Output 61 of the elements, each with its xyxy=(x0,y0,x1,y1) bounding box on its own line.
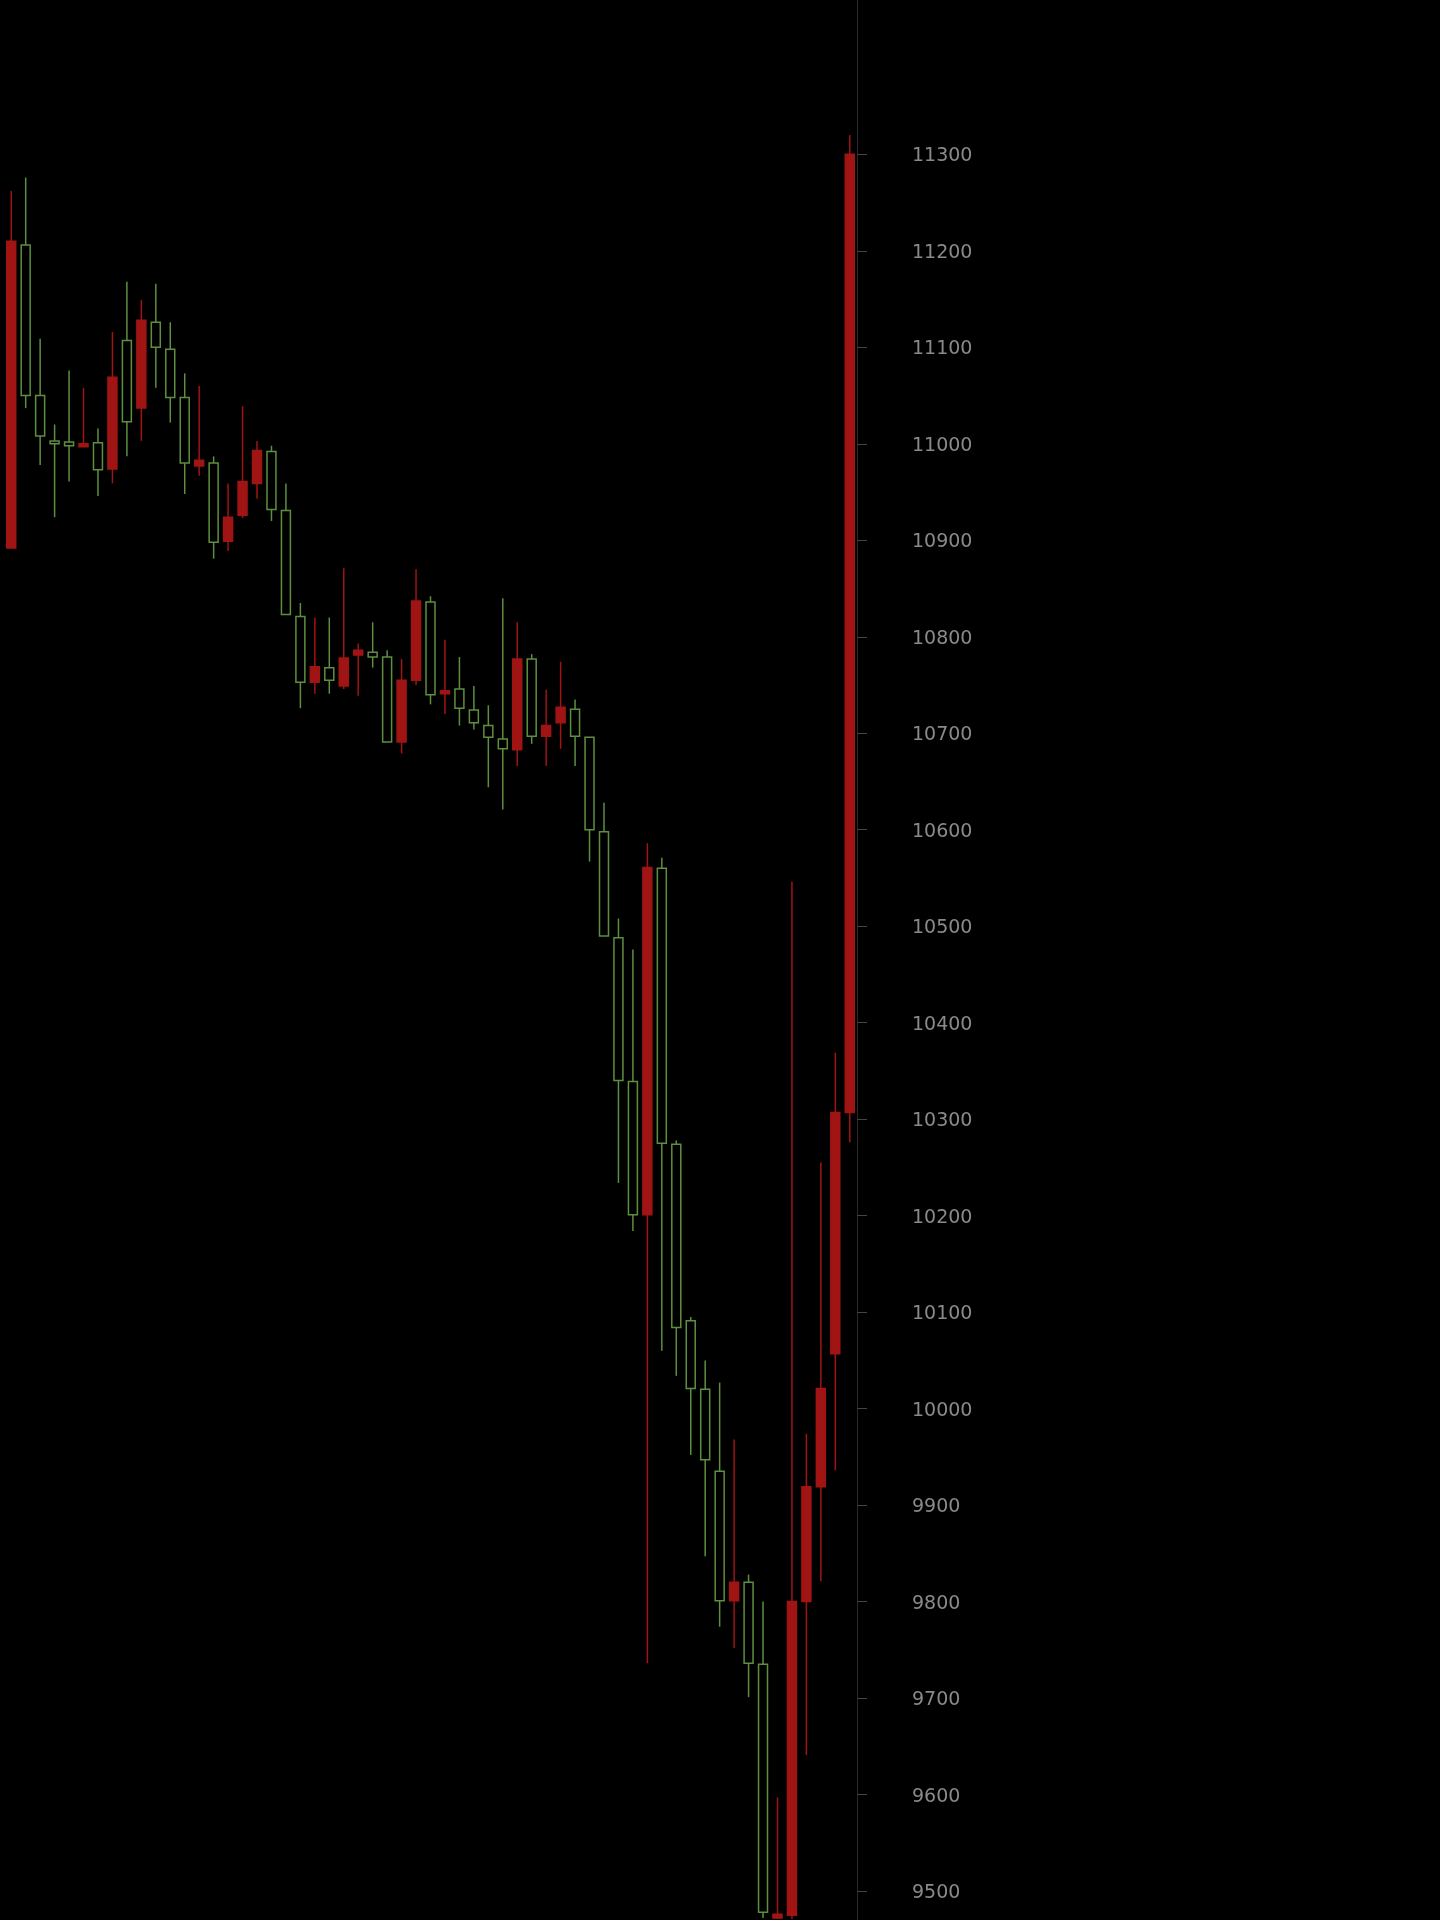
y-tick-label: 10000 xyxy=(912,1397,973,1420)
candlestick xyxy=(179,372,190,495)
candlestick xyxy=(352,642,364,697)
candlestick xyxy=(468,685,480,731)
candlestick xyxy=(193,385,205,477)
y-tick-label: 10400 xyxy=(912,1011,973,1034)
candlestick xyxy=(815,1161,827,1583)
y-tick-label: 11000 xyxy=(912,432,973,455)
y-tick-label: 10700 xyxy=(912,722,973,745)
candlestick xyxy=(627,948,639,1232)
candlestick xyxy=(165,321,176,424)
candlestick xyxy=(540,689,552,767)
candlestick xyxy=(830,1051,841,1472)
y-tick-label: 9800 xyxy=(912,1590,961,1613)
candlestick xyxy=(598,801,610,937)
candlestick xyxy=(222,482,234,552)
candlestick xyxy=(439,638,451,715)
candlestick xyxy=(78,387,89,448)
candlestick xyxy=(63,369,75,483)
candlestick xyxy=(786,881,798,1920)
y-tick-label: 10300 xyxy=(912,1108,973,1131)
y-tick-label: 11100 xyxy=(912,336,973,359)
candlestick xyxy=(121,280,133,458)
candlestick xyxy=(251,440,263,500)
candlestick xyxy=(381,649,393,743)
candlestick xyxy=(483,704,494,789)
y-tick-label: 10100 xyxy=(912,1301,973,1324)
candlestick xyxy=(280,482,292,616)
y-tick-label: 9600 xyxy=(912,1783,961,1806)
y-tick-label: 9500 xyxy=(912,1880,961,1903)
y-tick-label: 11300 xyxy=(912,143,973,166)
candlestick xyxy=(844,134,855,1144)
candlestick xyxy=(34,337,46,466)
candlestick xyxy=(309,616,321,695)
candlestick xyxy=(410,568,422,686)
candlestick xyxy=(714,1381,725,1628)
candlestick xyxy=(584,736,595,863)
y-tick-label: 10600 xyxy=(912,818,973,841)
candlestick xyxy=(757,1600,769,1919)
candlestick xyxy=(555,661,566,750)
candlestick xyxy=(728,1438,740,1649)
y-tick-label: 11200 xyxy=(912,239,973,262)
candlestick xyxy=(6,190,17,549)
candlestick xyxy=(92,427,104,497)
y-tick-label: 10500 xyxy=(912,915,973,938)
candlestick xyxy=(150,282,162,389)
y-tick-label: 10900 xyxy=(912,529,973,552)
candlestick xyxy=(801,1432,812,1756)
y-tick-label: 10800 xyxy=(912,625,973,648)
candlestick xyxy=(497,597,509,811)
candlestick xyxy=(699,1359,711,1558)
candlestick xyxy=(338,567,349,690)
y-tick-label: 10200 xyxy=(912,1204,973,1227)
candlestick xyxy=(642,842,653,1665)
y-tick-label: 9900 xyxy=(912,1494,961,1517)
candlestick xyxy=(512,621,523,767)
y-tick-label: 9700 xyxy=(912,1687,961,1710)
candlestick xyxy=(569,698,581,767)
candlestick xyxy=(136,299,147,442)
candlestick xyxy=(613,917,624,1184)
candlestick xyxy=(656,856,668,1352)
